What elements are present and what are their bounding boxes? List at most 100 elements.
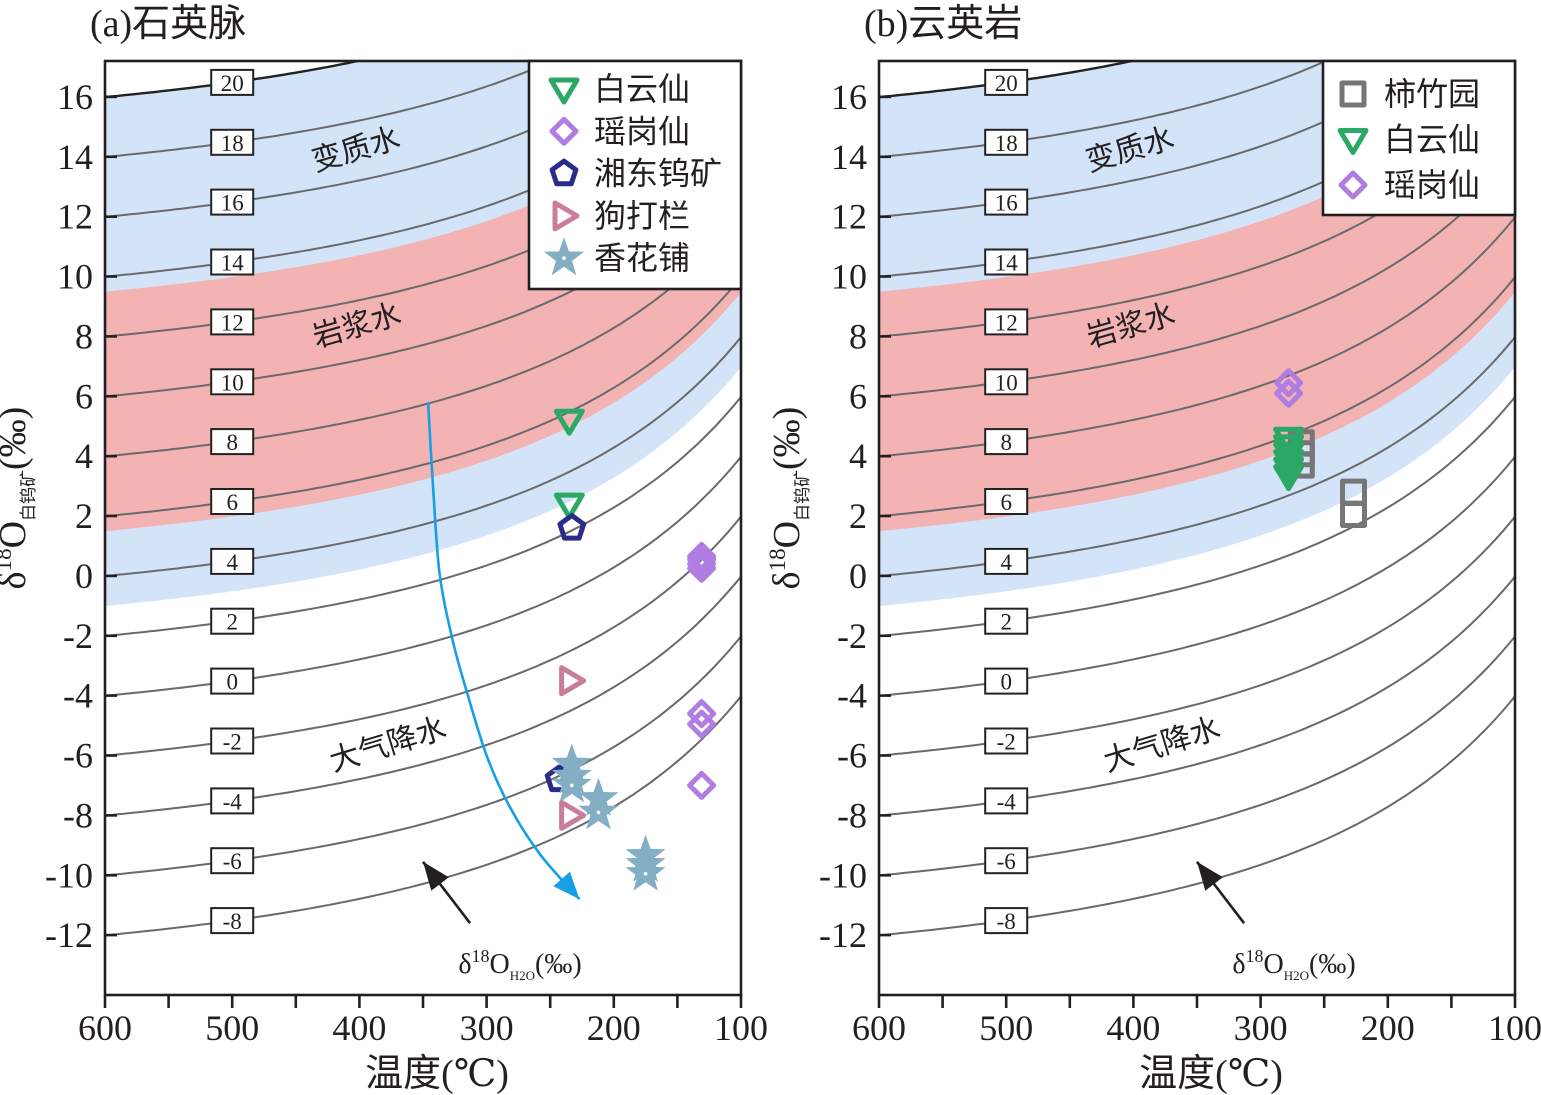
h2o-direction-arrow — [421, 861, 472, 924]
isopleth-label-box — [984, 547, 1029, 575]
legend-item: 香花铺 — [544, 237, 690, 276]
isopleth-label: 16 — [984, 188, 1029, 216]
isopleth-label-text: 4 — [226, 550, 238, 575]
isopleth-label: 2 — [984, 607, 1029, 635]
y-tick-label: 2 — [849, 496, 867, 536]
isopleth-label-box — [210, 188, 255, 216]
isopleth-label-text: 16 — [221, 191, 244, 216]
x-tick-label: 100 — [714, 1008, 768, 1048]
y-axis-title: δ18O白钨矿(‰) — [765, 407, 812, 590]
x-tick-label: 300 — [1234, 1008, 1288, 1048]
mineral-subscript: 白钨矿 — [793, 470, 812, 521]
y-tick-label: 16 — [57, 77, 93, 117]
y-tick-label: 2 — [75, 496, 93, 536]
series-diamond — [687, 541, 717, 800]
h2o-direction-arrow-head — [423, 861, 449, 891]
isopleth-label-box — [984, 847, 1029, 875]
isopleth-label-text: 8 — [226, 430, 238, 455]
data-point-diamond — [1274, 368, 1304, 398]
data-point-diamond — [687, 770, 717, 800]
isopleth-label: 14 — [984, 248, 1029, 276]
element-symbol: O — [490, 949, 510, 980]
x-tick-label: 500 — [979, 1008, 1033, 1048]
isopleth-label-box — [210, 667, 255, 695]
delta-symbol: δ — [1232, 949, 1245, 980]
isopleth-label-box — [210, 428, 255, 456]
delta-symbol: δ — [458, 949, 471, 980]
y-tick-label: -10 — [45, 855, 93, 895]
legend-marker-triangle-down-icon — [548, 77, 580, 105]
element-symbol: O — [766, 521, 808, 548]
legend-marker-pentagon-icon-shape — [549, 158, 579, 187]
y-tick-label: 14 — [831, 137, 867, 177]
isopleth-label-text: 0 — [226, 670, 238, 695]
isopleth-label-text: -6 — [223, 849, 242, 874]
h2o-isopleth-caption: δ18OH2O(‰) — [458, 946, 581, 983]
data-point-diamond-shape — [687, 709, 717, 739]
data-point-diamond — [687, 709, 717, 739]
isopleth-label-text: 12 — [221, 310, 244, 335]
legend-item: 柿竹园 — [1339, 76, 1480, 112]
isopleth-label-text: 20 — [995, 71, 1018, 96]
data-point-triangle-down — [1273, 449, 1305, 477]
isopleth-label: 12 — [984, 308, 1029, 336]
series-triangle-down — [553, 408, 585, 520]
legend-item: 白云仙 — [1337, 122, 1480, 158]
legend-label: 白云仙 — [1384, 122, 1480, 158]
isopleth-label-text: 2 — [226, 610, 238, 635]
fluid-evolution-arrow-head — [553, 871, 580, 900]
data-point-triangle-down — [1273, 441, 1305, 469]
y-tick-label: -6 — [837, 736, 867, 776]
x-tick-label: 500 — [205, 1008, 259, 1048]
x-tick-label: 300 — [460, 1008, 514, 1048]
data-point-triangle-down-shape — [1273, 426, 1305, 454]
data-point-triangle-down-shape — [1273, 464, 1305, 492]
data-point-star-shape — [551, 764, 592, 803]
legend-label: 白云仙 — [594, 71, 690, 107]
y-tick-label: -8 — [63, 795, 93, 835]
isopleth-label: 12 — [210, 308, 255, 336]
legend-marker-star-icon-center — [562, 256, 566, 260]
legend-marker-diamond-icon-shape — [549, 116, 579, 146]
x-tick-label: 400 — [332, 1008, 386, 1048]
fluid-evolution-arrow — [426, 402, 581, 901]
legend-marker-pentagon-icon — [549, 158, 579, 187]
isopleth-label-text: -6 — [997, 849, 1016, 874]
x-axis-title: 温度(℃) — [1139, 1053, 1283, 1095]
unit-label: (‰) — [1309, 949, 1356, 980]
isopleth-label-box — [210, 68, 255, 96]
isopleth-label: 18 — [984, 128, 1029, 156]
legend-marker-triangle-down-icon-shape — [548, 77, 580, 105]
isopleth-label-box — [984, 488, 1029, 515]
isopleth-label-text: 10 — [995, 370, 1018, 395]
isopleth-label-text: -2 — [223, 730, 242, 755]
y-tick-label: -2 — [63, 616, 93, 656]
y-tick-label: 8 — [849, 316, 867, 356]
y-tick-label: 0 — [849, 556, 867, 596]
data-point-triangle-down-shape — [1273, 441, 1305, 469]
isopleth-label: 4 — [210, 547, 255, 575]
h2o-direction-arrow — [1195, 861, 1246, 924]
legend-marker-triangle-right-icon-shape — [552, 200, 580, 232]
isopleth-label: 20 — [210, 68, 255, 96]
data-point-star — [551, 764, 592, 803]
isopleth-label-box — [984, 248, 1029, 276]
y-axis-title: δ18O白钨矿(‰) — [0, 407, 38, 590]
isopleth-label-box — [984, 68, 1029, 96]
series-diamond — [1274, 368, 1304, 408]
isopleth-label: 0 — [984, 667, 1029, 695]
data-point-triangle-down — [553, 492, 585, 520]
isotope-superscript: 18 — [1246, 946, 1264, 966]
isopleth-label-box — [210, 847, 255, 875]
isopleth-label-text: 8 — [1000, 430, 1012, 455]
unit-label: (‰) — [766, 407, 808, 470]
x-tick-label: 200 — [1361, 1008, 1415, 1048]
y-tick-label: 14 — [57, 137, 93, 177]
isopleth-label-box — [984, 308, 1029, 336]
data-point-diamond — [1274, 378, 1304, 408]
isopleth-label-box — [984, 368, 1029, 396]
isopleth-label: -4 — [984, 787, 1029, 815]
data-point-triangle-down-shape — [1273, 434, 1305, 462]
isopleth-label: 4 — [984, 547, 1029, 575]
data-point-triangle-down-shape — [1273, 449, 1305, 477]
